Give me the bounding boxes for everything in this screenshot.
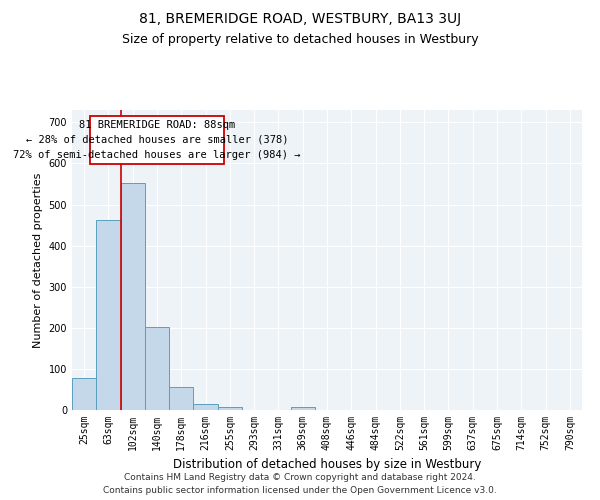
Y-axis label: Number of detached properties: Number of detached properties xyxy=(33,172,43,348)
Bar xyxy=(169,388,193,410)
Text: Size of property relative to detached houses in Westbury: Size of property relative to detached ho… xyxy=(122,32,478,46)
FancyBboxPatch shape xyxy=(90,116,224,164)
Bar xyxy=(193,404,218,410)
Bar xyxy=(72,378,96,410)
Bar xyxy=(290,406,315,410)
X-axis label: Distribution of detached houses by size in Westbury: Distribution of detached houses by size … xyxy=(173,458,481,471)
Bar xyxy=(218,407,242,410)
Bar xyxy=(121,182,145,410)
Text: 81 BREMERIDGE ROAD: 88sqm
← 28% of detached houses are smaller (378)
72% of semi: 81 BREMERIDGE ROAD: 88sqm ← 28% of detac… xyxy=(13,120,301,160)
Bar xyxy=(145,327,169,410)
Text: Contains HM Land Registry data © Crown copyright and database right 2024.
Contai: Contains HM Land Registry data © Crown c… xyxy=(103,473,497,495)
Text: 81, BREMERIDGE ROAD, WESTBURY, BA13 3UJ: 81, BREMERIDGE ROAD, WESTBURY, BA13 3UJ xyxy=(139,12,461,26)
Bar xyxy=(96,220,121,410)
